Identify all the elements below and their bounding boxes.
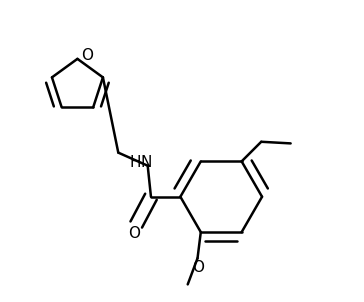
Text: O: O — [128, 226, 140, 241]
Text: O: O — [193, 260, 205, 275]
Text: O: O — [81, 48, 93, 63]
Text: N: N — [141, 155, 152, 170]
Text: H: H — [130, 155, 141, 170]
